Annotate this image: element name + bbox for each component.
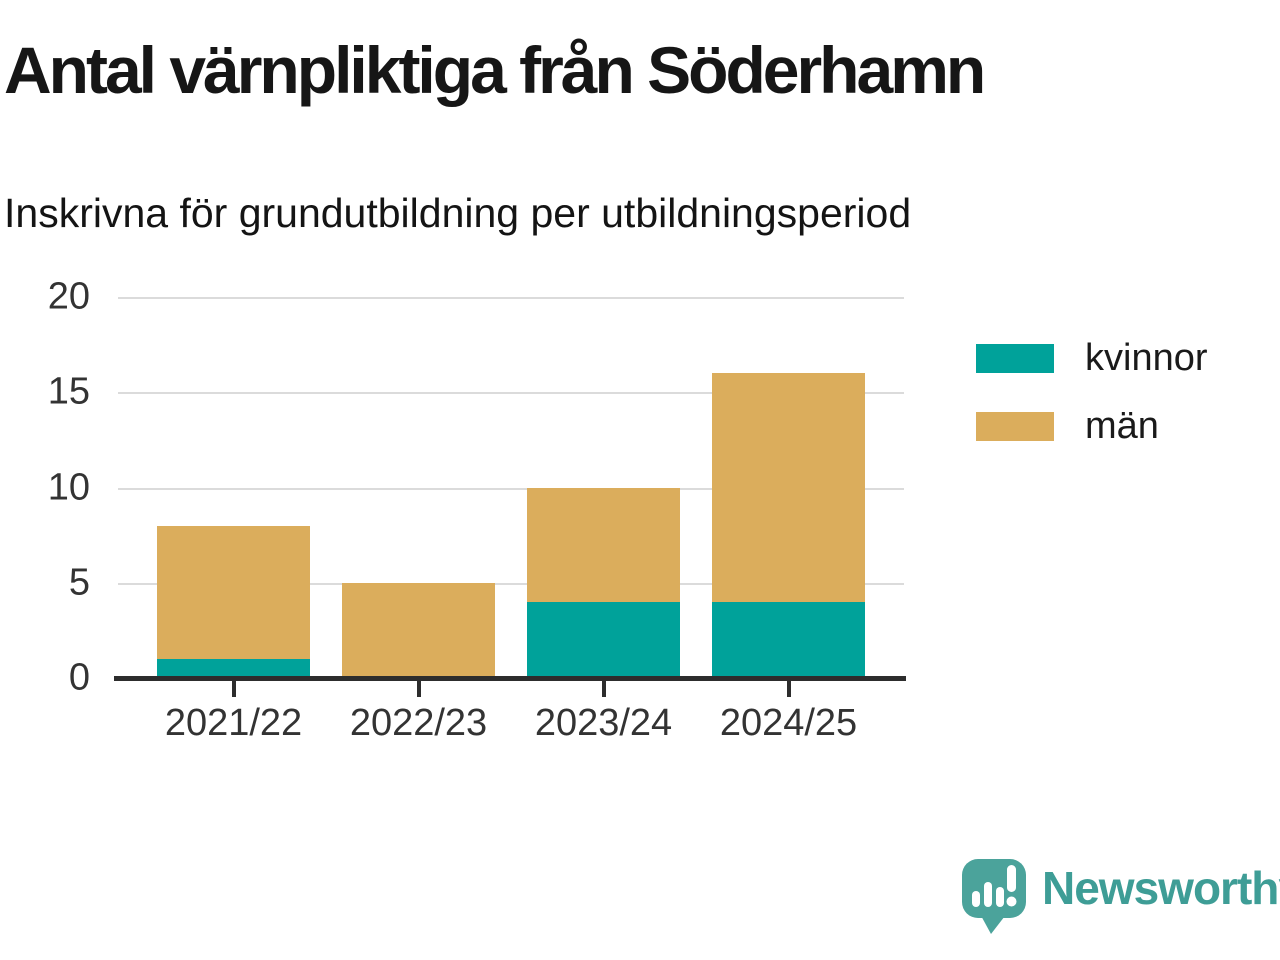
- bar-2021-22-män: [157, 525, 310, 659]
- bar-2024-25-män: [712, 373, 865, 602]
- x-axis-line: [114, 676, 906, 681]
- y-tick-label-15: 15: [47, 370, 90, 413]
- chart-subtitle: Inskrivna för grundutbildning per utbild…: [4, 190, 912, 236]
- x-tick-2021-22: [231, 681, 236, 697]
- gridline-y-5: [118, 582, 904, 585]
- bar-2024-25-kvinnor: [712, 601, 865, 678]
- y-tick-label-0: 0: [68, 656, 90, 699]
- bar-2021-22-kvinnor: [157, 658, 310, 678]
- x-tick-label-2022-23: 2022/23: [349, 702, 488, 744]
- bar-2022-23-män: [342, 582, 495, 678]
- newsworthy-logo: Newsworthy: [960, 856, 1280, 940]
- plot-area: [118, 297, 904, 678]
- legend-item-kvinnor: kvinnor: [976, 339, 1208, 377]
- legend-label-kvinnor: kvinnor: [1085, 337, 1208, 379]
- x-tick-label-2024-25: 2024/25: [719, 702, 858, 744]
- legend-swatch-kvinnor: [976, 343, 1054, 373]
- newsworthy-logo-icon: [962, 859, 1026, 934]
- legend: kvinnor män: [976, 339, 1208, 445]
- x-tick-2023-24: [601, 681, 606, 697]
- newsworthy-logo-text: Newsworthy: [1042, 862, 1280, 914]
- legend-label-man: män: [1085, 405, 1159, 447]
- legend-swatch-man: [976, 411, 1054, 441]
- gridline-y-10: [118, 487, 904, 490]
- gridline-y-20: [118, 297, 904, 299]
- bar-2023-24-män: [527, 487, 680, 602]
- y-tick-label-20: 20: [47, 275, 90, 318]
- x-tick-2022-23: [416, 681, 421, 697]
- chart-title: Antal värnpliktiga från Söderhamn: [4, 33, 986, 107]
- gridline-y-15: [118, 392, 904, 395]
- legend-item-man: män: [976, 407, 1208, 445]
- y-tick-label-5: 5: [68, 561, 90, 604]
- x-tick-label-2021-22: 2021/22: [164, 702, 303, 744]
- x-tick-2024-25: [786, 681, 791, 697]
- x-tick-label-2023-24: 2023/24: [534, 702, 673, 744]
- bar-2023-24-kvinnor: [527, 601, 680, 678]
- y-tick-label-10: 10: [47, 466, 90, 508]
